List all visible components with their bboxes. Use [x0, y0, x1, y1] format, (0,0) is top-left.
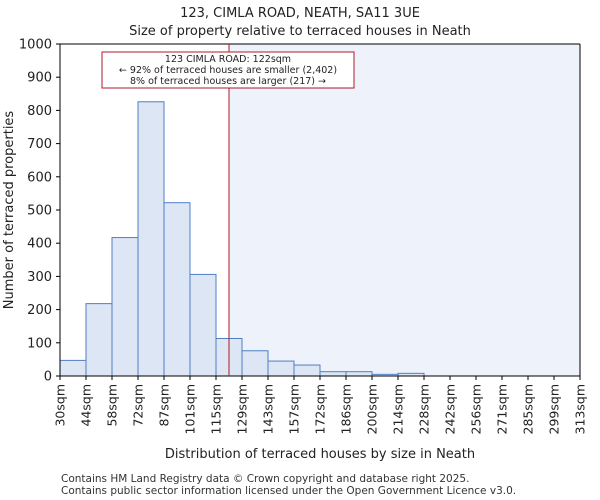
- x-tick-label: 256sqm: [469, 384, 484, 434]
- y-tick-label: 300: [27, 270, 52, 285]
- x-tick-label: 44sqm: [79, 384, 94, 427]
- x-tick-label: 242sqm: [443, 384, 458, 434]
- x-tick-label: 285sqm: [521, 384, 536, 434]
- histogram-bar: [163, 202, 191, 377]
- x-tick-label: 72sqm: [131, 384, 146, 427]
- x-axis-title: Distribution of terraced houses by size …: [165, 447, 475, 462]
- annotation-line-3: 8% of terraced houses are larger (217) →: [130, 76, 326, 87]
- y-tick-label: 1000: [19, 38, 52, 53]
- histogram-bar: [241, 350, 269, 377]
- histogram-bar: [85, 303, 113, 377]
- x-tick-label: 101sqm: [183, 384, 198, 434]
- histogram-bar: [319, 371, 347, 377]
- x-tick-label: 313sqm: [573, 384, 588, 434]
- annotation-box: [101, 51, 355, 89]
- x-tick-label: 228sqm: [417, 384, 432, 434]
- y-tick-label: 700: [27, 137, 52, 152]
- histogram-bar: [111, 237, 139, 377]
- x-tick-label: 143sqm: [261, 384, 276, 434]
- x-tick-label: 299sqm: [547, 384, 562, 434]
- histogram-bar: [267, 360, 295, 377]
- histogram-bar: [293, 364, 321, 377]
- x-tick-label: 172sqm: [313, 384, 328, 434]
- x-tick-label: 30sqm: [53, 384, 68, 427]
- x-tick-label: 186sqm: [339, 384, 354, 434]
- larger-region-highlight: [229, 44, 580, 376]
- x-tick-label: 157sqm: [287, 384, 302, 434]
- chart-subtitle: Size of property relative to terraced ho…: [129, 24, 471, 39]
- y-tick-label: 200: [27, 303, 52, 318]
- y-axis-title: Number of terraced properties: [2, 111, 17, 310]
- x-tick-label: 129sqm: [235, 384, 250, 434]
- x-tick-label: 115sqm: [209, 384, 224, 434]
- histogram-bar: [59, 359, 87, 377]
- x-tick-label: 200sqm: [365, 384, 380, 434]
- x-tick-label: 58sqm: [105, 384, 120, 427]
- annotation-line-1: 123 CIMLA ROAD: 122sqm: [165, 54, 291, 65]
- y-tick-label: 500: [27, 204, 52, 219]
- histogram-bar: [345, 371, 373, 377]
- footer-line-1: Contains HM Land Registry data © Crown c…: [61, 473, 470, 485]
- y-tick-label: 600: [27, 170, 52, 185]
- x-tick-label: 214sqm: [391, 384, 406, 434]
- x-tick-label: 271sqm: [495, 384, 510, 434]
- y-tick-label: 0: [44, 370, 52, 385]
- y-tick-label: 900: [27, 71, 52, 86]
- annotation-line-2: ← 92% of terraced houses are smaller (2,…: [119, 65, 337, 76]
- y-tick-label: 800: [27, 104, 52, 119]
- y-tick-label: 100: [27, 336, 52, 351]
- y-tick-label: 400: [27, 237, 52, 252]
- chart-title: 123, CIMLA ROAD, NEATH, SA11 3UE: [180, 6, 420, 21]
- histogram-bar: [137, 101, 165, 377]
- histogram-bar: [189, 273, 217, 377]
- footer-line-2: Contains public sector information licen…: [61, 485, 517, 497]
- x-tick-label: 87sqm: [157, 384, 172, 427]
